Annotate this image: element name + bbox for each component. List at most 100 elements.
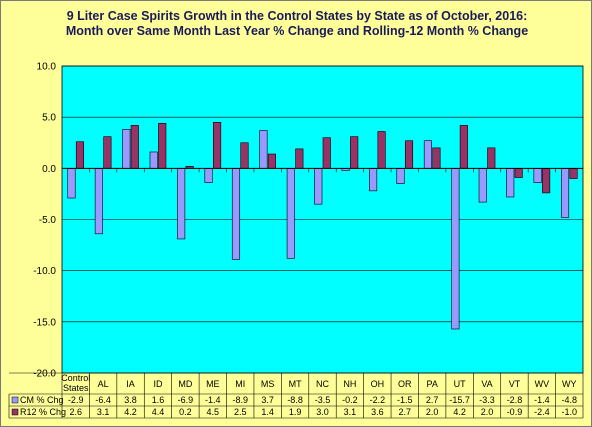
data-label: -0.9 bbox=[507, 407, 523, 417]
r12-bar-wy bbox=[569, 168, 578, 179]
data-label: 3.1 bbox=[344, 407, 357, 417]
data-label: -6.9 bbox=[178, 395, 194, 405]
data-label: -1.0 bbox=[562, 407, 578, 417]
r12-bar-control-states bbox=[75, 141, 85, 169]
cm-bar-control-states bbox=[67, 168, 76, 199]
y-tick-label: 5.0 bbox=[42, 113, 56, 124]
r12-bar-ms bbox=[267, 153, 276, 169]
category-label: MT bbox=[289, 379, 302, 389]
category-label: Control States bbox=[61, 373, 90, 393]
r12-bar-id bbox=[158, 123, 167, 169]
category-label: OR bbox=[398, 379, 412, 389]
category-label: MI bbox=[235, 379, 245, 389]
category-label: IA bbox=[126, 379, 135, 389]
r12-bar-pa bbox=[432, 147, 441, 169]
data-label: 1.4 bbox=[261, 407, 274, 417]
category-label: NC bbox=[316, 379, 329, 389]
legend-label: CM % Chg bbox=[20, 395, 64, 405]
cm-bar-al bbox=[94, 168, 103, 235]
r12-bar-me bbox=[213, 121, 222, 169]
cm-bar-md bbox=[177, 168, 186, 240]
data-label: -1.4 bbox=[534, 395, 550, 405]
r12-bar-al bbox=[103, 136, 112, 169]
cm-bar-oh bbox=[369, 168, 378, 192]
category-label: OH bbox=[371, 379, 385, 389]
chart-title: 9 Liter Case Spirits Growth in the Contr… bbox=[66, 9, 528, 23]
data-label: 4.2 bbox=[124, 407, 137, 417]
category-label: PA bbox=[427, 379, 438, 389]
data-label: 2.6 bbox=[69, 407, 82, 417]
category-label: NH bbox=[343, 379, 356, 389]
category-label: MS bbox=[261, 379, 275, 389]
r12-bar-vt bbox=[514, 168, 523, 178]
data-label: -2.4 bbox=[534, 407, 550, 417]
cm-bar-ms bbox=[259, 130, 268, 169]
r12-bar-or bbox=[404, 140, 414, 169]
r12-bar-nc bbox=[322, 137, 331, 169]
legend-key bbox=[11, 408, 19, 416]
chart-subtitle: Month over Same Month Last Year % Change… bbox=[65, 24, 529, 38]
cm-bar-mt bbox=[286, 168, 295, 259]
cm-bar-or bbox=[396, 168, 405, 184]
category-label: VT bbox=[509, 379, 521, 389]
bars bbox=[67, 121, 578, 330]
data-label: -3.5 bbox=[315, 395, 331, 405]
y-tick-label: -20.0 bbox=[33, 369, 56, 380]
r12-bar-ia bbox=[130, 125, 139, 169]
cm-bar-wy bbox=[560, 168, 570, 218]
category-label: UT bbox=[454, 379, 466, 389]
data-label: 1.6 bbox=[152, 395, 165, 405]
y-tick-label: -10.0 bbox=[33, 266, 56, 277]
data-label: 3.7 bbox=[261, 395, 274, 405]
category-label: VA bbox=[481, 379, 492, 389]
data-label: -2.8 bbox=[507, 395, 523, 405]
data-label: 2.5 bbox=[234, 407, 247, 417]
data-label: -8.9 bbox=[232, 395, 248, 405]
r12-bar-oh bbox=[377, 131, 386, 169]
cm-bar-pa bbox=[423, 140, 432, 169]
data-label: 2.7 bbox=[399, 407, 412, 417]
legend-label: R12 % Chg bbox=[20, 407, 66, 417]
r12-bar-ut bbox=[459, 125, 468, 169]
data-label: -4.8 bbox=[562, 395, 578, 405]
data-label: 1.9 bbox=[289, 407, 302, 417]
category-label: WY bbox=[562, 379, 577, 389]
cm-bar-vt bbox=[506, 168, 515, 198]
r12-bar-wv bbox=[542, 168, 551, 194]
data-label: 4.5 bbox=[207, 407, 220, 417]
cm-bar-me bbox=[204, 168, 213, 183]
data-label: 4.2 bbox=[453, 407, 466, 417]
data-label: 3.8 bbox=[124, 395, 137, 405]
data-label: 3.6 bbox=[371, 407, 384, 417]
y-tick-label: 0.0 bbox=[42, 164, 56, 175]
r12-bar-mi bbox=[240, 142, 249, 169]
r12-bar-mt bbox=[295, 148, 304, 169]
data-label: 2.0 bbox=[481, 407, 494, 417]
category-label: MD bbox=[178, 379, 192, 389]
data-label: -0.2 bbox=[342, 395, 358, 405]
data-label: -2.9 bbox=[68, 395, 84, 405]
data-label: -1.4 bbox=[205, 395, 221, 405]
cm-bar-nc bbox=[314, 168, 323, 205]
data-label: -6.4 bbox=[95, 395, 111, 405]
cm-bar-wv bbox=[533, 168, 542, 183]
data-table: Control States AL IA ID MD ME MI MS MT NC NH OH OR PA U… bbox=[8, 372, 584, 419]
category-label: ID bbox=[153, 379, 163, 389]
cm-bar-mi bbox=[231, 168, 241, 260]
r12-bar-nh bbox=[350, 136, 359, 169]
data-label: 2.7 bbox=[426, 395, 439, 405]
data-label: -2.2 bbox=[370, 395, 386, 405]
y-tick-labels: 10.0 5.0 0.0 -5.0 -10.0 -15.0 -20.0 bbox=[33, 62, 56, 380]
legend-key bbox=[11, 396, 19, 404]
data-label: -3.3 bbox=[479, 395, 495, 405]
data-label: -8.8 bbox=[287, 395, 303, 405]
data-label: 0.2 bbox=[179, 407, 192, 417]
cm-bar-ia bbox=[122, 129, 131, 169]
r12-bar-va bbox=[487, 147, 496, 169]
category-label: WV bbox=[535, 379, 550, 389]
data-label: 4.4 bbox=[152, 407, 165, 417]
data-label: 2.0 bbox=[426, 407, 439, 417]
data-label: -1.5 bbox=[397, 395, 413, 405]
y-tick-label: 10.0 bbox=[37, 62, 57, 73]
